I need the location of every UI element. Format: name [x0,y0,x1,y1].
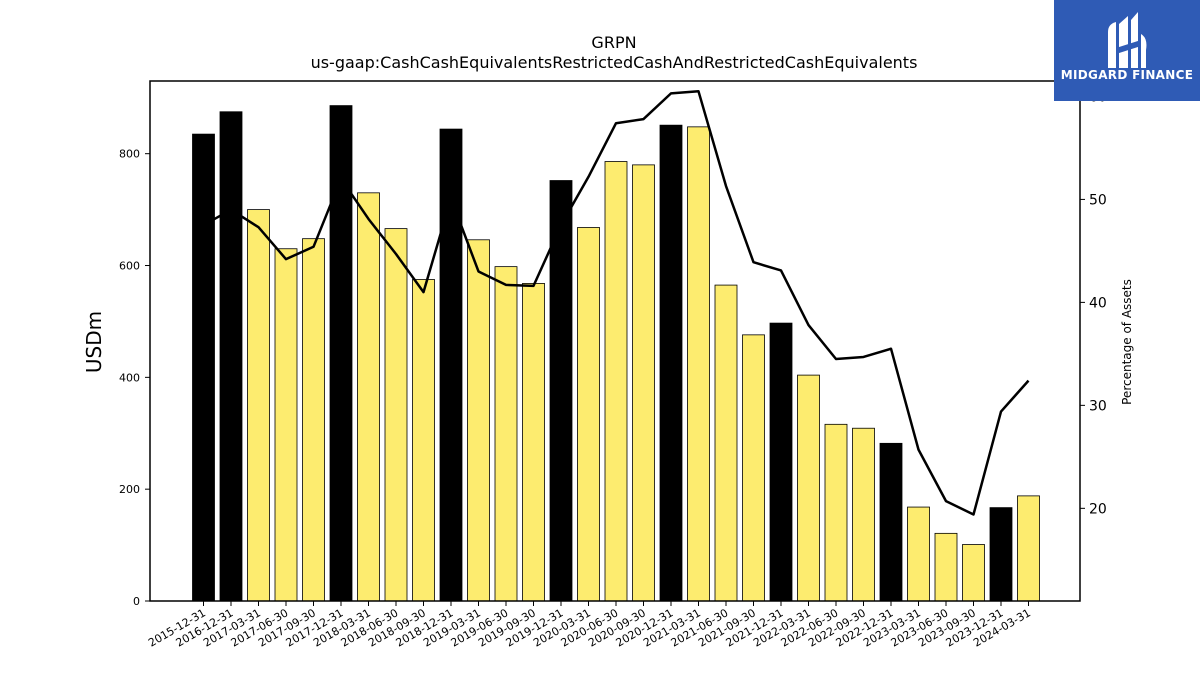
bar-2021-12-31 [769,322,793,602]
bar-2023-03-31 [907,506,930,602]
bar-2020-03-31 [577,227,600,602]
bar-2017-06-30 [274,248,298,602]
bar-2022-06-30 [824,423,848,602]
brand-logo: MIDGARD FINANCE [1054,0,1200,101]
y2-tick-label: 30 [1089,398,1107,414]
percentage-of-assets-line [202,90,1030,516]
y-tick-label: 600 [119,260,140,273]
bar-2023-12-31 [989,507,1013,602]
bar-2020-12-31 [659,124,683,602]
brand-name: MIDGARD FINANCE [1060,68,1194,82]
bar-2022-09-30 [852,427,875,602]
y-tick-label: 200 [119,483,140,496]
y-tick-label: 0 [133,595,140,608]
bar-2021-03-31 [687,126,710,602]
bar-2018-09-30 [412,279,435,602]
bar-2019-09-30 [522,283,545,602]
bar-2016-12-31 [219,111,243,602]
midgard-logo-icon [1108,12,1147,68]
bar-2020-06-30 [604,161,628,602]
bar-2022-03-31 [797,374,820,602]
bar-2023-09-30 [962,544,985,602]
bar-2024-03-31 [1017,495,1040,602]
bar-2015-12-31 [192,133,215,602]
bar-2021-06-30 [714,284,738,602]
bar-2018-03-31 [357,192,380,602]
y2-axis-label: Percentage of Assets [1120,279,1134,405]
bar-2020-09-30 [632,164,655,602]
y-tick-label: 800 [119,148,140,161]
bar-2017-09-30 [302,238,325,602]
bar-2017-03-31 [247,209,270,602]
chart-subtitle: us-gaap:CashCashEquivalentsRestrictedCas… [311,53,918,72]
y2-tick-label: 20 [1089,501,1107,517]
bar-2022-12-31 [879,442,903,602]
chart-title: GRPN [591,33,636,52]
y-axis-label: USDm [82,311,106,373]
bar-2023-06-30 [934,532,958,602]
bar-2019-03-31 [467,239,490,602]
plot-frame [149,80,1081,602]
bar-2019-06-30 [494,266,518,602]
bar-2018-06-30 [384,228,408,602]
y2-tick-label: 50 [1089,192,1107,208]
bar-group [192,105,1040,602]
line-series-group [202,90,1030,516]
y-tick-label: 400 [119,371,140,384]
y2-tick-label: 40 [1089,295,1107,311]
bar-2021-09-30 [742,334,765,602]
